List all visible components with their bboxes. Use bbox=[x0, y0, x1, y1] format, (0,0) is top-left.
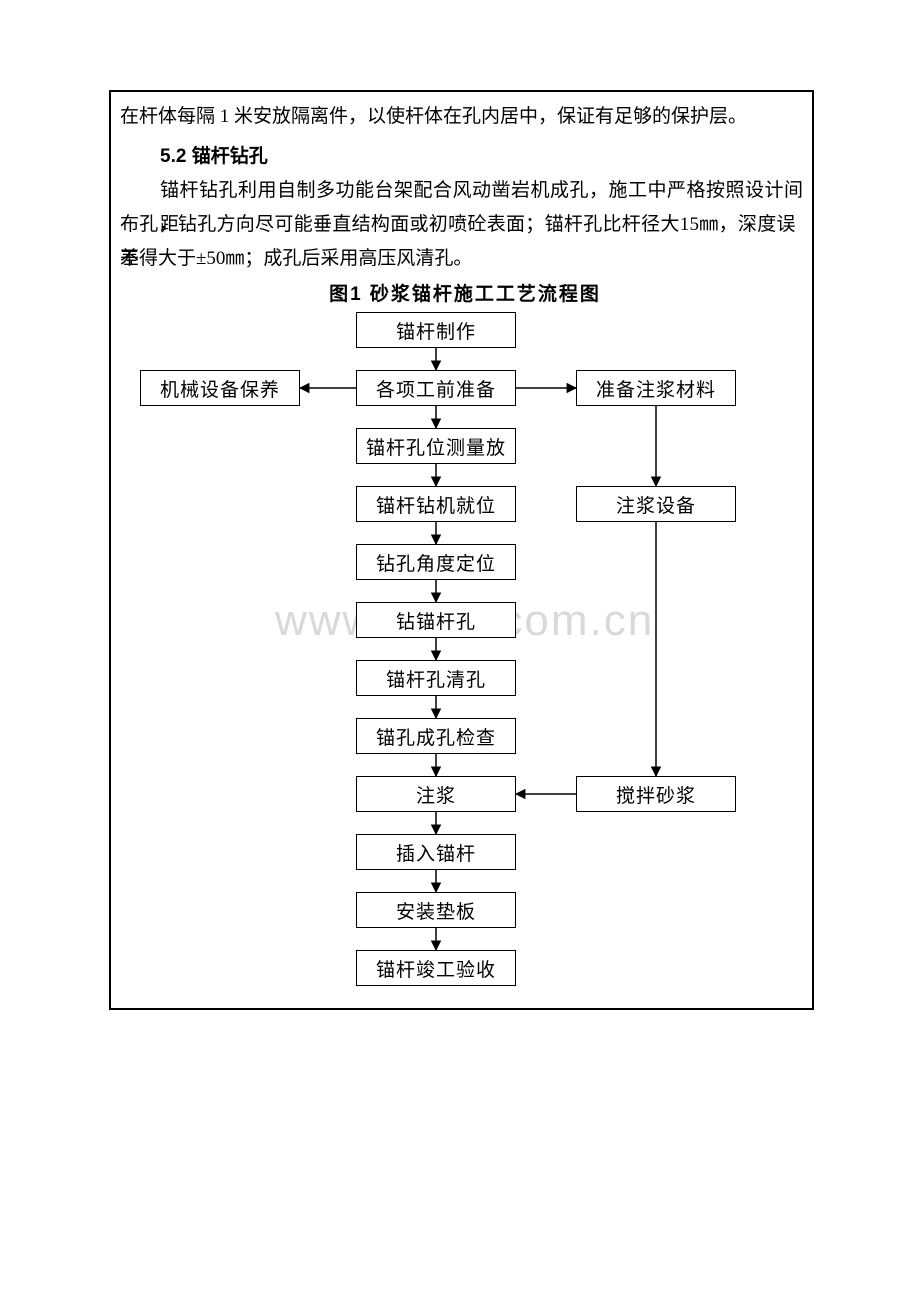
flow-node-r1: 准备注浆材料 bbox=[576, 370, 736, 406]
page: 在杆体每隔 1 米安放隔离件，以使杆体在孔内居中，保证有足够的保护层。 5.2 … bbox=[0, 0, 920, 1302]
flow-node-n4: 锚杆钻机就位 bbox=[356, 486, 516, 522]
flow-node-n3: 锚杆孔位测量放 bbox=[356, 428, 516, 464]
flow-node-n6: 钻锚杆孔 bbox=[356, 602, 516, 638]
flow-node-n10: 插入锚杆 bbox=[356, 834, 516, 870]
flow-node-left: 机械设备保养 bbox=[140, 370, 300, 406]
flow-node-n8: 锚孔成孔检查 bbox=[356, 718, 516, 754]
flow-node-n12: 锚杆竣工验收 bbox=[356, 950, 516, 986]
flowchart-edges bbox=[0, 0, 920, 1302]
flow-node-n2: 各项工前准备 bbox=[356, 370, 516, 406]
flow-node-n11: 安装垫板 bbox=[356, 892, 516, 928]
flow-node-r2: 注浆设备 bbox=[576, 486, 736, 522]
flow-node-n5: 钻孔角度定位 bbox=[356, 544, 516, 580]
flow-node-n9: 注浆 bbox=[356, 776, 516, 812]
flow-node-r3: 搅拌砂浆 bbox=[576, 776, 736, 812]
flow-node-n7: 锚杆孔清孔 bbox=[356, 660, 516, 696]
flow-node-n1: 锚杆制作 bbox=[356, 312, 516, 348]
